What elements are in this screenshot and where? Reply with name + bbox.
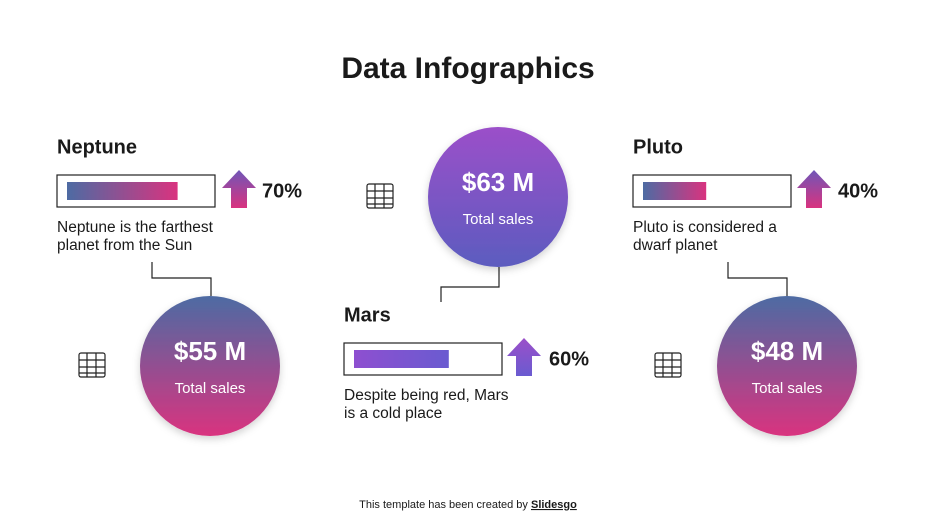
sales-caption: Total sales (463, 211, 534, 228)
description: Neptune is the farthest (57, 219, 214, 236)
percent-label: 40% (838, 180, 878, 202)
sales-circle (428, 127, 568, 267)
sales-amount: $48 M (751, 336, 823, 366)
description: is a cold place (344, 405, 442, 422)
footer: This template has been created by Slides… (359, 499, 577, 511)
title: Data Infographics (341, 52, 594, 85)
sales-circle (140, 296, 280, 436)
arrow-up (797, 170, 831, 208)
arrow-up (222, 170, 256, 208)
description: planet from the Sun (57, 237, 192, 254)
icon (366, 183, 394, 209)
sales-amount: $55 M (174, 336, 246, 366)
sales-caption: Total sales (752, 380, 823, 397)
arrow-up (507, 338, 541, 376)
description: Pluto is considered a (633, 219, 777, 236)
percent-label: 70% (262, 180, 302, 202)
bar-fill (643, 182, 707, 200)
percent-label: 60% (549, 348, 589, 370)
item-name: Mars (344, 304, 391, 326)
description: Despite being red, Mars (344, 387, 509, 404)
bar-fill (354, 350, 449, 368)
connector (151, 262, 212, 296)
icon-part (366, 183, 394, 209)
icon-part (654, 352, 682, 378)
connector (727, 262, 788, 296)
sales-amount: $63 M (462, 167, 534, 197)
icon (78, 352, 106, 378)
sales-caption: Total sales (175, 380, 246, 397)
sales-circle (717, 296, 857, 436)
icon (654, 352, 682, 378)
description: dwarf planet (633, 237, 718, 254)
item-name: Neptune (57, 136, 137, 158)
footer-text: This template has been created by (359, 499, 528, 511)
icon-part (78, 352, 106, 378)
footer-link[interactable]: Slidesgo (531, 499, 577, 511)
bar-fill (67, 182, 178, 200)
item-name: Pluto (633, 136, 683, 158)
connector (440, 267, 500, 302)
